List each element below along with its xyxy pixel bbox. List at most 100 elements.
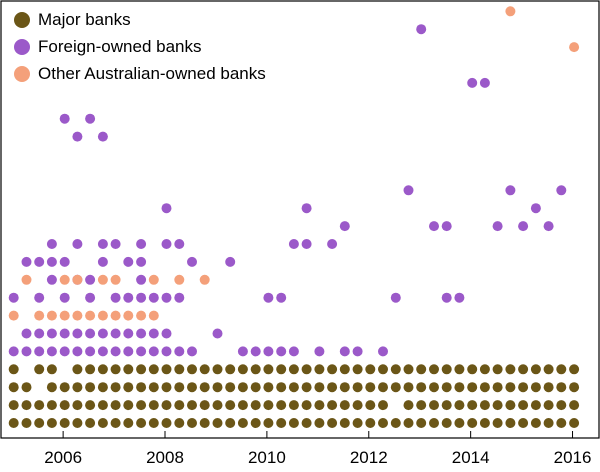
dot-other — [505, 6, 516, 17]
legend-swatch-major — [14, 11, 30, 28]
dot-major — [352, 364, 363, 375]
dot-foreign — [339, 221, 350, 232]
dot-foreign — [416, 24, 427, 35]
dot-foreign — [46, 256, 57, 267]
dot-major — [8, 418, 19, 428]
dot-major — [123, 364, 134, 375]
dot-major — [314, 418, 325, 428]
dot-foreign — [59, 256, 70, 267]
dot-major — [8, 382, 19, 393]
dot-major — [263, 400, 274, 411]
dot-foreign — [8, 346, 19, 357]
dot-major — [161, 400, 172, 411]
dot-foreign — [59, 346, 70, 357]
x-tick-label: 2006 — [44, 448, 82, 467]
dot-major — [505, 364, 516, 375]
dot-major — [237, 364, 248, 375]
dot-major — [212, 418, 223, 428]
dot-foreign — [21, 328, 32, 339]
dot-major — [97, 400, 108, 411]
dot-other — [199, 274, 210, 285]
dot-major — [187, 400, 197, 411]
dot-other — [72, 310, 83, 321]
dot-major — [301, 400, 312, 411]
dot-major — [46, 418, 57, 428]
dot-foreign — [301, 239, 312, 249]
dot-major — [301, 418, 312, 428]
dot-major — [479, 364, 490, 375]
dot-major — [314, 382, 325, 393]
dot-major — [59, 418, 70, 428]
dot-major — [505, 418, 516, 428]
dot-major — [97, 418, 108, 428]
dot-foreign — [288, 239, 299, 249]
dot-major — [492, 382, 503, 393]
dot-foreign — [34, 292, 45, 303]
dot-major — [288, 400, 299, 411]
dot-major — [199, 382, 210, 393]
dot-major — [187, 382, 197, 393]
dot-major — [530, 364, 541, 375]
dot-foreign — [72, 346, 83, 357]
dot-foreign — [187, 346, 197, 357]
dot-major — [467, 400, 478, 411]
dot-foreign — [237, 346, 248, 357]
dot-major — [237, 418, 248, 428]
dot-foreign — [148, 328, 159, 339]
dot-major — [556, 382, 567, 393]
dot-major — [352, 382, 363, 393]
dot-major — [543, 382, 554, 393]
legend-swatch-other — [14, 65, 30, 82]
dot-major — [263, 382, 274, 393]
dot-major — [263, 364, 274, 375]
dot-major — [569, 400, 580, 411]
dot-other — [21, 274, 32, 285]
dot-major — [250, 418, 261, 428]
dot-major — [72, 418, 83, 428]
dot-foreign — [479, 77, 490, 88]
dot-major — [21, 382, 32, 393]
dot-major — [518, 382, 529, 393]
dot-major — [429, 364, 439, 375]
dot-other — [148, 310, 159, 321]
dot-other — [34, 310, 45, 321]
dot-major — [212, 400, 223, 411]
dot-major — [136, 418, 147, 428]
dot-foreign — [530, 203, 541, 214]
dot-major — [85, 418, 96, 428]
dot-other — [72, 274, 83, 285]
x-tick-label: 2008 — [146, 448, 184, 467]
dot-major — [530, 418, 541, 428]
dot-major — [339, 400, 350, 411]
dot-major — [59, 382, 70, 393]
dot-major — [390, 418, 401, 428]
dot-foreign — [148, 292, 159, 303]
dot-foreign — [390, 292, 401, 303]
dot-major — [276, 364, 287, 375]
dot-major — [467, 418, 478, 428]
dot-major — [46, 382, 57, 393]
dot-foreign — [97, 256, 108, 267]
dot-major — [429, 382, 439, 393]
dot-major — [518, 364, 529, 375]
dot-foreign — [212, 328, 223, 339]
dot-major — [403, 382, 414, 393]
dot-foreign — [97, 328, 108, 339]
dot-major — [276, 418, 287, 428]
dot-major — [301, 382, 312, 393]
dot-major — [378, 364, 388, 375]
dot-major — [136, 400, 147, 411]
dot-major — [97, 364, 108, 375]
dot-major — [288, 364, 299, 375]
dot-major — [492, 364, 503, 375]
dot-major — [34, 364, 45, 375]
dot-major — [543, 418, 554, 428]
dot-foreign — [46, 328, 57, 339]
dot-major — [454, 364, 465, 375]
dot-other — [97, 310, 108, 321]
dot-foreign — [161, 203, 172, 214]
dot-foreign — [161, 346, 172, 357]
dot-major — [72, 364, 83, 375]
data-points — [8, 6, 580, 428]
dot-major — [123, 382, 134, 393]
